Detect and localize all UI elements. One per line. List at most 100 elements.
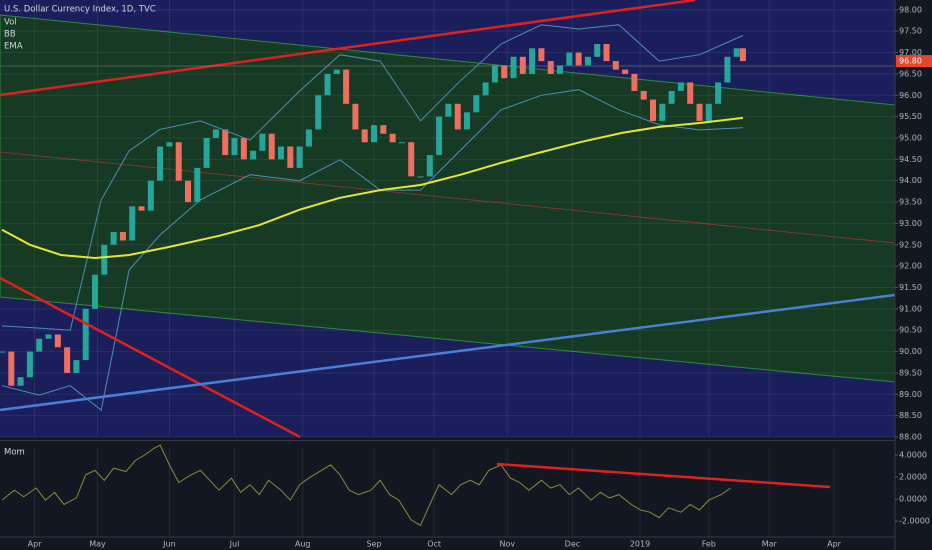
trend-line	[496, 462, 831, 489]
x-tick-label: Mar	[762, 540, 778, 549]
trend-line	[0, 293, 896, 412]
x-tick-label: Apr	[28, 540, 43, 549]
y-tick-label: 97.00	[899, 48, 922, 57]
candle	[380, 125, 387, 134]
candle	[715, 82, 722, 104]
candle	[259, 133, 266, 151]
candle	[371, 125, 378, 143]
bb-lower	[1, 89, 743, 411]
candle	[278, 146, 285, 160]
y-tick-label: 94.50	[899, 155, 922, 164]
x-tick-label: Dec	[565, 540, 580, 549]
candle	[231, 137, 238, 156]
candle	[705, 103, 712, 121]
candle	[212, 129, 219, 138]
candle	[287, 146, 294, 168]
x-tick-label: Oct	[427, 540, 441, 549]
y-tick-label: 97.50	[899, 27, 922, 36]
x-tick-label: Feb	[702, 540, 716, 549]
candle	[547, 61, 554, 74]
candle	[147, 180, 154, 211]
candle	[110, 231, 117, 245]
candle	[138, 206, 145, 211]
candle	[305, 129, 312, 147]
legend-entry: Vol	[4, 18, 17, 28]
y-tick-label: 96.00	[899, 91, 922, 100]
y-tick-label: 2.0000	[899, 473, 927, 482]
y-tick-label: 90.50	[899, 326, 922, 335]
candle	[175, 142, 182, 181]
y-tick-label: 88.50	[899, 411, 922, 420]
x-tick-label: May	[89, 540, 106, 549]
chart-title: U.S. Dollar Currency Index, 1D, TVC	[4, 5, 156, 15]
candle	[739, 48, 746, 62]
y-tick-label: -2.0000	[899, 517, 930, 526]
candle	[240, 137, 247, 160]
candle	[687, 82, 694, 104]
candle	[622, 69, 629, 74]
y-tick-label: 91.00	[899, 304, 922, 313]
candle	[92, 274, 99, 309]
candle	[73, 360, 80, 373]
candle	[268, 133, 275, 160]
pane-title: Mom	[4, 448, 25, 458]
y-tick-label: 92.00	[899, 262, 922, 271]
candle	[454, 103, 461, 130]
candle	[101, 244, 108, 275]
candle	[557, 65, 564, 74]
candle	[157, 146, 164, 181]
y-tick-label: 95.50	[899, 112, 922, 121]
candle	[519, 56, 526, 74]
mid-line	[0, 151, 896, 244]
candle	[343, 69, 350, 104]
last-price-box	[896, 55, 932, 68]
candle	[398, 142, 405, 144]
candle	[417, 176, 424, 178]
candle	[352, 103, 359, 130]
bb-upper	[1, 24, 744, 331]
candle	[54, 334, 61, 348]
candle	[82, 308, 89, 361]
y-tick-label: 96.50	[899, 69, 922, 78]
candle	[659, 103, 666, 121]
trend-line	[0, 0, 696, 97]
candle	[603, 43, 610, 62]
y-tick-label: 90.00	[899, 347, 922, 356]
candle	[566, 52, 573, 66]
x-tick-label: 2019	[630, 540, 650, 549]
candle	[445, 103, 452, 117]
candle	[36, 338, 43, 352]
candle	[45, 334, 52, 339]
y-tick-label: 93.00	[899, 219, 922, 228]
x-tick-label: Jul	[229, 540, 240, 549]
candle	[408, 142, 415, 177]
legend-entry: EMA	[4, 42, 23, 52]
candle	[64, 347, 71, 373]
candle	[361, 129, 368, 143]
candle	[203, 137, 210, 168]
last-price-label: 96.80	[899, 57, 922, 66]
x-tick-label: Nov	[500, 540, 516, 549]
candle	[426, 155, 433, 177]
pane-separator	[0, 440, 895, 441]
candle	[612, 61, 619, 70]
y-tick-label: 91.50	[899, 283, 922, 292]
candle	[631, 73, 638, 91]
candle	[17, 377, 24, 386]
candle	[640, 90, 647, 100]
candle	[594, 43, 601, 57]
candle	[668, 90, 675, 104]
price-axis	[895, 0, 932, 550]
legend-entry: BB	[4, 30, 16, 40]
candle	[529, 48, 536, 74]
candle	[473, 95, 480, 113]
x-tick-label: Aug	[295, 540, 311, 549]
candle	[510, 56, 517, 79]
y-tick-label: 95.00	[899, 133, 922, 142]
candle	[119, 231, 126, 241]
candle	[538, 48, 545, 62]
x-tick-label: Jun	[162, 540, 176, 549]
y-tick-label: 93.50	[899, 198, 922, 207]
ema-line	[1, 116, 744, 260]
